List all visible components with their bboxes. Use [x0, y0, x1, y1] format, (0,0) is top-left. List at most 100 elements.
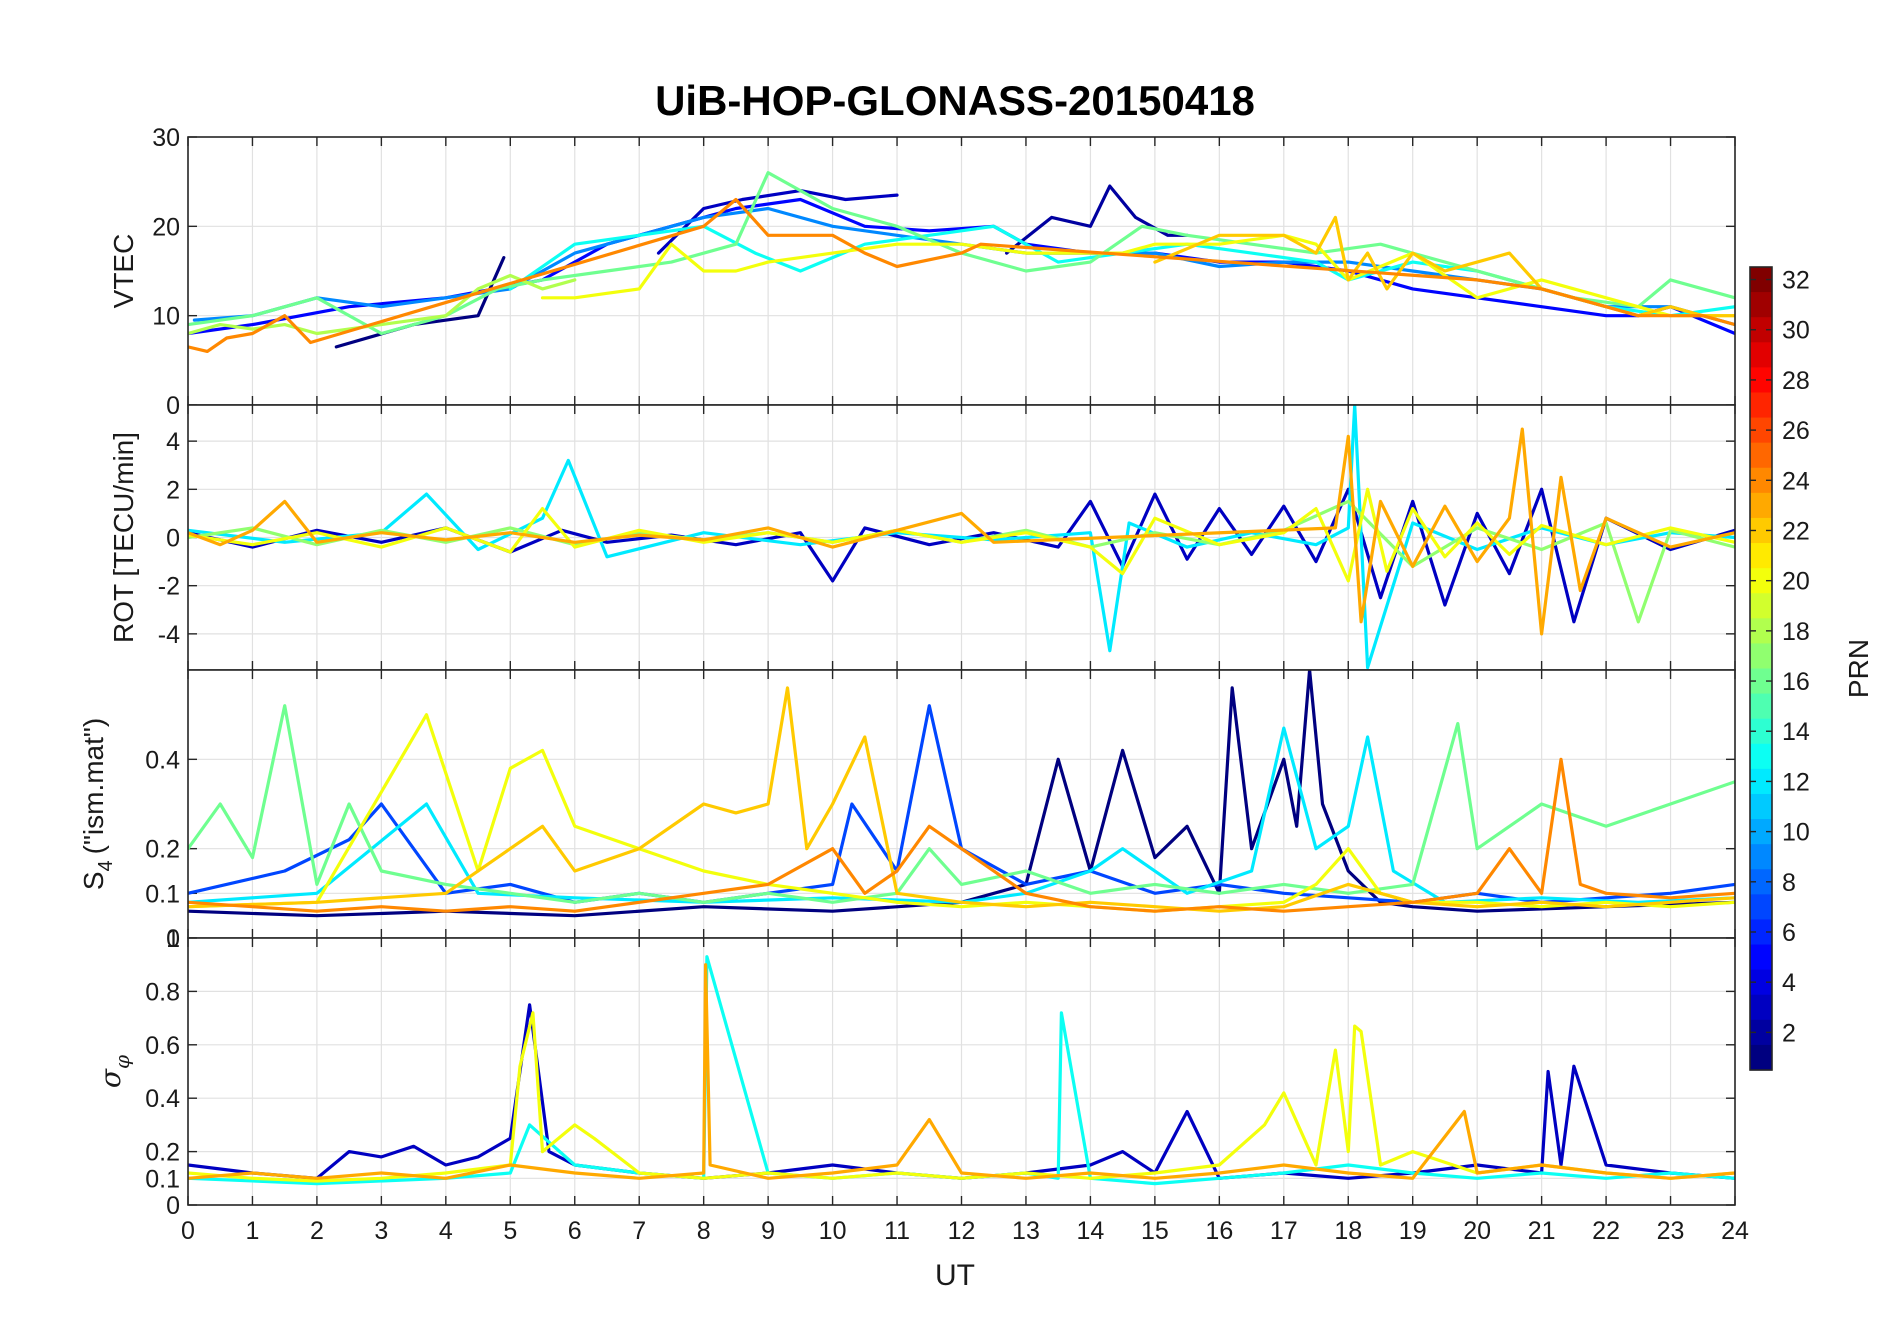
colorbar-cell [1750, 442, 1772, 469]
series-line-prn-16 [188, 171, 1735, 336]
colorbar-cell [1750, 618, 1772, 644]
colorbar-cell [1750, 1019, 1772, 1046]
colorbar-cell [1750, 593, 1772, 619]
colorbar-tick-label: 28 [1782, 367, 1810, 395]
y-tick-label: 1 [166, 925, 180, 953]
colorbar-cell [1750, 919, 1772, 946]
series-line-prn-20 [188, 713, 1735, 913]
colorbar-tick-label: 16 [1782, 668, 1810, 696]
x-tick-label: 14 [1077, 1217, 1105, 1245]
colorbar-cell [1750, 693, 1772, 720]
y-tick-label: 0.4 [145, 746, 180, 774]
colorbar-cell [1750, 718, 1772, 745]
series-line-prn-3 [656, 189, 899, 255]
colorbar-tick-label: 12 [1782, 768, 1810, 796]
x-tick-label: 21 [1528, 1217, 1556, 1245]
series-line-prn-1 [334, 256, 506, 349]
series-line-prn-23 [188, 427, 1735, 636]
colorbar-tick-label: 4 [1782, 969, 1796, 997]
y-tick-label: -4 [158, 621, 180, 649]
colorbar-cell [1750, 793, 1772, 820]
colorbar-tick-label: 14 [1782, 718, 1810, 746]
y-tick-label: -2 [158, 573, 180, 601]
colorbar-tick-label: 2 [1782, 1019, 1796, 1047]
colorbar-cell [1750, 543, 1772, 569]
colorbar-cell [1750, 844, 1772, 870]
x-tick-label: 1 [246, 1217, 260, 1245]
colorbar-label: PRN [1843, 639, 1874, 698]
colorbar-cell [1750, 342, 1772, 368]
colorbar-cell [1750, 467, 1772, 494]
colorbar-cell [1750, 267, 1772, 293]
panel-1: 0 10 20 30 VTEC [108, 124, 1736, 420]
x-tick-label: 19 [1399, 1217, 1427, 1245]
series-line-prn-23 [188, 963, 1735, 1180]
y-tick-label: 0.4 [145, 1085, 180, 1113]
x-tick-label: 10 [819, 1217, 847, 1245]
colorbar-tick-label: 26 [1782, 417, 1810, 445]
colorbar-cell [1750, 517, 1772, 544]
colorbar-cell [1750, 894, 1772, 921]
y-tick-label: 0 [166, 1192, 180, 1220]
colorbar-cell [1750, 317, 1772, 343]
x-tick-label: 3 [374, 1217, 388, 1245]
colorbar-tick-label: 22 [1782, 517, 1810, 545]
series-line-prn-2 [1004, 184, 1189, 255]
x-tick-label: 18 [1334, 1217, 1362, 1245]
colorbar-tick-label: 10 [1782, 819, 1810, 847]
colorbar-cell [1750, 869, 1772, 895]
series-line-prn-20 [188, 487, 1735, 583]
series-group [188, 670, 1735, 918]
colorbar-cell [1750, 643, 1772, 670]
series-line-prn-16 [188, 704, 1735, 904]
x-tick-label: 5 [503, 1217, 517, 1245]
panel-2: -4 -2 0 2 4 ROT [TECU/min] [108, 404, 1736, 671]
panel-frame [187, 937, 1736, 1206]
colorbar-tick-label: 20 [1782, 568, 1810, 596]
y-axis-label: VTEC [108, 234, 139, 309]
x-tick-label: 8 [697, 1217, 711, 1245]
y-tick-label: 0 [166, 392, 180, 420]
y-tick-label: 0.1 [145, 880, 180, 908]
colorbar-cell [1750, 367, 1772, 394]
colorbar-frame [1749, 266, 1773, 1071]
y-tick-label: 10 [152, 303, 180, 331]
colorbar-cell [1750, 768, 1772, 795]
y-tick-label: 0.1 [145, 1165, 180, 1193]
colorbar-cell [1750, 668, 1772, 695]
colorbar-cell [1750, 492, 1772, 519]
x-tick-label: 4 [439, 1217, 453, 1245]
series-line-prn-20 [188, 1011, 1735, 1183]
x-tick-label: 24 [1721, 1217, 1749, 1245]
x-tick-label: 12 [948, 1217, 976, 1245]
series-line-prn-1 [188, 670, 1735, 918]
colorbar-cell [1750, 417, 1772, 444]
colorbar-tick-label: 30 [1782, 317, 1810, 345]
x-tick-label: 6 [568, 1217, 582, 1245]
series-group [188, 955, 1735, 1186]
series-line-prn-22 [188, 686, 1735, 913]
x-tick-label: 9 [761, 1217, 775, 1245]
series-line-prn-24 [188, 757, 1735, 913]
x-tick-label: 16 [1205, 1217, 1233, 1245]
colorbar-cell [1750, 994, 1772, 1021]
x-axis-label: UT [935, 1259, 975, 1292]
y-tick-label: 0.8 [145, 978, 180, 1006]
x-tick-label: 7 [632, 1217, 646, 1245]
y-tick-label: 0.6 [145, 1032, 180, 1060]
y-axis-label: ROT [TECU/min] [108, 432, 139, 643]
y-tick-label: 4 [166, 428, 180, 456]
colorbar-cell [1750, 743, 1772, 770]
x-axis: 0 1 2 3 4 5 6 7 8 9 10 11 12 13 14 15 16 17 18 19 20 21 22 23 24 [181, 1217, 1749, 1245]
x-tick-label: 2 [310, 1217, 324, 1245]
y-tick-label: 0.2 [145, 1139, 180, 1167]
x-tick-label: 23 [1657, 1217, 1685, 1245]
y-tick-label: 30 [152, 124, 180, 152]
colorbar-cell [1750, 392, 1772, 419]
y-tick-label: 0 [166, 525, 180, 553]
colorbar-cell [1750, 819, 1772, 845]
colorbar-cell [1750, 568, 1772, 594]
